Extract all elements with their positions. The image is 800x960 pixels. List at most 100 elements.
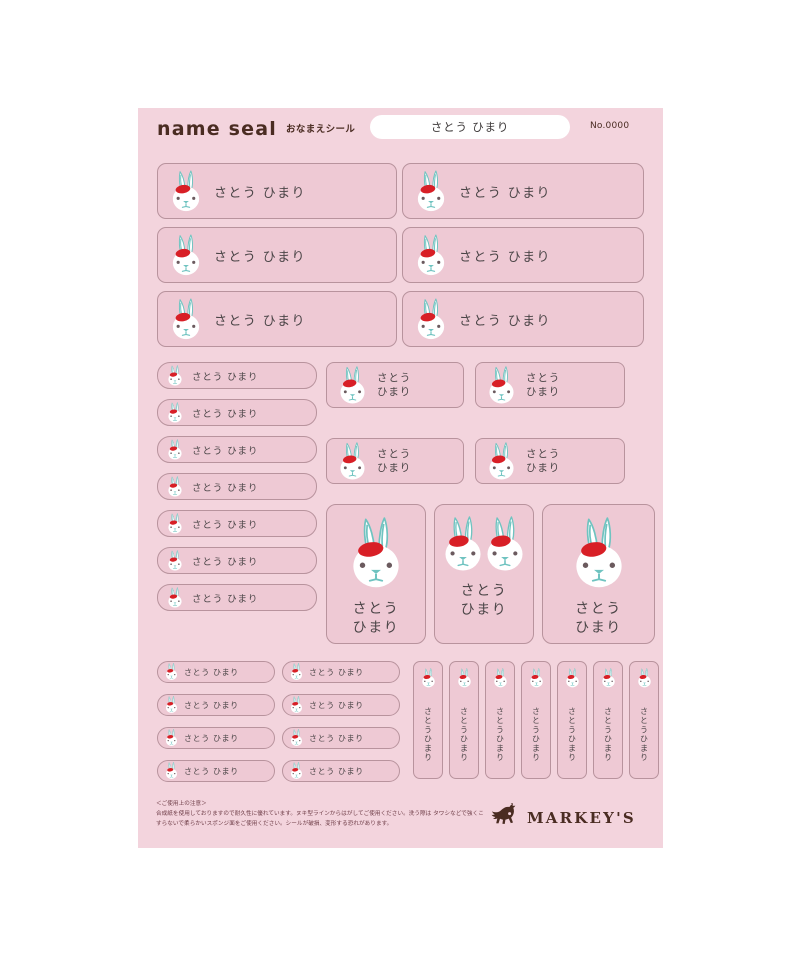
bunny-group [327,513,425,596]
name-sticker-square[interactable]: さとう ひまり [542,504,655,644]
name-sticker-medium[interactable]: さとう ひまり [326,362,464,408]
rabbit-icon [414,665,442,691]
rabbit-icon [486,665,514,691]
sticker-name-text: さとうひまり [423,707,433,763]
rabbit-icon [158,728,184,747]
sticker-name-text: さとう ひまり [184,733,239,743]
sticker-name-text: さとう ひまり [526,372,561,398]
sticker-name-text: さとう ひまり [192,408,259,420]
sticker-name-text: さとう ひまり [192,482,259,494]
rabbit-icon [158,232,214,278]
name-sticker-tiny[interactable]: さとう ひまり [157,694,275,716]
name-sticker-large[interactable]: さとう ひまり [402,291,644,347]
caution-line-1: 合成紙を使用しておりますので耐久性に優れています。ヌキ型ラインからはがしてご使用… [156,811,432,818]
sticker-name-text: さとう ひまり [309,733,364,743]
rabbit-icon [403,232,459,278]
sticker-name-text: さとうひまり [567,707,577,763]
sticker-name-text: さとう ひまり [460,583,508,619]
rabbit-icon [594,665,622,691]
name-field-value: さとう ひまり [430,120,510,134]
sticker-name-text: さとうひまり [495,707,505,763]
rabbit-icon [158,662,184,681]
name-sticker-small[interactable]: さとう ひまり [157,510,317,537]
sticker-name-text: さとう ひまり [192,445,259,457]
caution-text: ＜ご使用上の注意＞ 合成紙を使用しておりますので耐久性に優れています。ヌキ型ライ… [156,800,486,829]
name-sticker-tiny[interactable]: さとう ひまり [282,694,400,716]
name-sticker-medium[interactable]: さとう ひまり [475,362,625,408]
name-sticker-vertical[interactable]: さとうひまり [521,661,551,779]
rabbit-icon [558,665,586,691]
name-sticker-vertical[interactable]: さとうひまり [593,661,623,779]
name-sticker-small[interactable]: さとう ひまり [157,436,317,463]
name-sticker-large[interactable]: さとう ひまり [402,227,644,283]
sticker-name-text: さとう ひまり [377,448,412,474]
name-sticker-tiny[interactable]: さとう ひまり [282,661,400,683]
rabbit-icon [327,364,377,406]
rabbit-icon [568,513,630,596]
sticker-name-text: さとう ひまり [575,601,622,637]
caution-title: ＜ご使用上の注意＞ [156,801,207,807]
rabbit-icon [283,695,309,714]
rabbit-icon [158,364,192,387]
name-sticker-large[interactable]: さとう ひまり [157,227,397,283]
name-field[interactable]: さとう ひまり [370,115,570,139]
sheet-number: No.0000 [590,121,630,131]
rabbit-icon [158,475,192,498]
horse-icon [490,801,520,833]
rabbit-icon [158,549,192,572]
rabbit-icon [630,665,658,691]
name-sticker-tiny[interactable]: さとう ひまり [157,661,275,683]
name-sticker-small[interactable]: さとう ひまり [157,362,317,389]
sticker-sheet: name seal おなまえシール さとう ひまり No.0000 さ [138,108,663,848]
caution-line-2: タワシなどで強くこすらないで柔らかいスポンジ面をご使用ください。シールが破損、変… [156,811,484,827]
name-sticker-vertical[interactable]: さとうひまり [485,661,515,779]
name-sticker-large[interactable]: さとう ひまり [402,163,644,219]
rabbit-icon [439,513,487,578]
rabbit-icon [403,296,459,342]
rabbit-icon [283,662,309,681]
name-sticker-vertical[interactable]: さとうひまり [413,661,443,779]
sticker-name-text: さとう ひまり [309,766,364,776]
sticker-name-text: さとう ひまり [214,313,306,329]
bunny-group [543,513,654,596]
sticker-name-text: さとう ひまり [214,249,306,265]
brand-subtitle: おなまえシール [286,124,356,135]
sticker-name-text: さとう ひまり [192,556,259,568]
markeys-logo: MARKEY'S [490,801,636,833]
rabbit-icon [403,168,459,214]
rabbit-icon [450,665,478,691]
sticker-name-text: さとう ひまり [192,519,259,531]
name-sticker-large[interactable]: さとう ひまり [157,163,397,219]
name-sticker-vertical[interactable]: さとうひまり [449,661,479,779]
sticker-name-text: さとう ひまり [526,448,561,474]
name-sticker-small[interactable]: さとう ひまり [157,547,317,574]
name-sticker-vertical[interactable]: さとうひまり [557,661,587,779]
sticker-name-text: さとう ひまり [184,700,239,710]
name-sticker-medium[interactable]: さとう ひまり [475,438,625,484]
sticker-name-text: さとうひまり [531,707,541,763]
name-sticker-medium[interactable]: さとう ひまり [326,438,464,484]
name-sticker-tiny[interactable]: さとう ひまり [157,760,275,782]
name-sticker-tiny[interactable]: さとう ひまり [282,760,400,782]
name-sticker-small[interactable]: さとう ひまり [157,399,317,426]
sticker-name-text: さとう ひまり [192,593,259,605]
rabbit-icon [327,440,377,482]
name-sticker-vertical[interactable]: さとうひまり [629,661,659,779]
sticker-name-text: さとうひまり [639,707,649,763]
name-sticker-small[interactable]: さとう ひまり [157,584,317,611]
rabbit-icon [481,513,529,578]
name-sticker-square[interactable]: さとう ひまり [326,504,426,644]
rabbit-icon [158,296,214,342]
name-sticker-small[interactable]: さとう ひまり [157,473,317,500]
name-sticker-large[interactable]: さとう ひまり [157,291,397,347]
sheet-footer: ＜ご使用上の注意＞ 合成紙を使用しておりますので耐久性に優れています。ヌキ型ライ… [138,792,663,848]
name-sticker-tiny[interactable]: さとう ひまり [282,727,400,749]
sticker-name-text: さとう ひまり [377,372,412,398]
rabbit-icon [158,438,192,461]
rabbit-icon [283,761,309,780]
name-sticker-tiny[interactable]: さとう ひまり [157,727,275,749]
name-sticker-square[interactable]: さとう ひまり [434,504,534,644]
sticker-name-text: さとう ひまり [214,185,306,201]
rabbit-icon [158,401,192,424]
sticker-name-text: さとうひまり [459,707,469,763]
